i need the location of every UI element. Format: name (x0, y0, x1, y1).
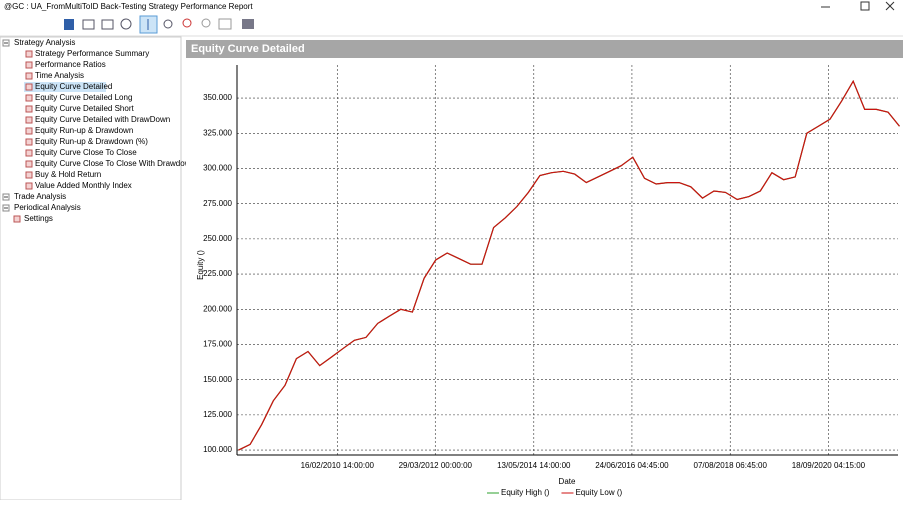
panel-header (186, 40, 903, 58)
export-button[interactable] (242, 19, 254, 29)
y-tick-label: 350.000 (203, 93, 232, 102)
window-controls[interactable] (821, 1, 895, 11)
tree-item: Trade Analysis (14, 192, 66, 201)
tree-item: Periodical Analysis (14, 203, 81, 212)
tree-item: Strategy Analysis (14, 38, 75, 47)
item-icon (25, 50, 33, 58)
y-tick-label: 325.000 (203, 128, 232, 137)
tree-item: Time Analysis (35, 71, 84, 80)
tree-selection (24, 82, 106, 92)
x-tick-label: 29/03/2012 00:00:00 (399, 461, 473, 470)
tree: Strategy Analysis Strategy Performance Su… (2, 38, 195, 223)
y-tick-label: 175.000 (203, 340, 232, 349)
tree-item: Buy & Hold Return (35, 170, 101, 179)
tree-item: Value Added Monthly Index (35, 181, 132, 190)
y-axis-label: Equity () (196, 250, 205, 280)
toolbar (64, 15, 254, 34)
tree-item: Equity Curve Detailed (35, 82, 112, 91)
item-icon (25, 72, 33, 80)
tree-item: Equity Run-up & Drawdown (%) (35, 137, 148, 146)
item-icon (25, 61, 33, 69)
tree-item: Equity Curve Close To Close With Drawdow… (35, 159, 195, 168)
x-axis-label: Date (559, 477, 576, 486)
tree-item: Equity Run-up & Drawdown (35, 126, 133, 135)
x-tick-label: 07/08/2018 06:45:00 (694, 461, 768, 470)
x-tick-label: 16/02/2010 14:00:00 (301, 461, 375, 470)
panel-title: Equity Curve Detailed (191, 43, 305, 55)
copy-button[interactable] (82, 19, 95, 30)
item-icon (25, 116, 33, 124)
y-tick-label: 125.000 (203, 410, 232, 419)
tree-item: Equity Curve Close To Close (35, 148, 137, 157)
window-title: @GC : UA_FromMultiToID Back-Testing Stra… (4, 2, 253, 11)
tree-panel (0, 36, 182, 501)
tree-item: Performance Ratios (35, 60, 106, 69)
item-icon (25, 94, 33, 102)
item-icon (13, 215, 21, 223)
item-icon (25, 160, 33, 168)
pan-button[interactable] (163, 19, 173, 29)
legend-label: Equity Low () (575, 488, 622, 497)
item-icon (25, 149, 33, 157)
y-tick-label: 300.000 (203, 164, 232, 173)
tree-item: Equity Curve Detailed Long (35, 93, 132, 102)
zoom-in-button[interactable] (182, 18, 192, 28)
y-tick-label: 275.000 (203, 199, 232, 208)
x-tick-label: 24/06/2016 04:45:00 (595, 461, 669, 470)
legend-label: Equity High () (501, 488, 550, 497)
fit-button[interactable] (218, 18, 232, 30)
tree-item: Settings (24, 214, 53, 223)
print-button[interactable] (101, 19, 114, 30)
y-tick-label: 100.000 (203, 445, 232, 454)
item-icon (25, 138, 33, 146)
y-tick-label: 250.000 (203, 234, 232, 243)
tree-item: Equity Curve Detailed with DrawDown (35, 115, 170, 124)
x-tick-label: 18/09/2020 04:15:00 (792, 461, 866, 470)
item-icon (25, 182, 33, 190)
equity-line (238, 79, 900, 451)
item-icon (25, 105, 33, 113)
settings-button[interactable] (120, 18, 132, 30)
y-tick-label: 200.000 (203, 304, 232, 313)
save-button[interactable] (64, 19, 74, 30)
x-tick-label: 13/05/2014 14:00:00 (497, 461, 571, 470)
item-icon (25, 127, 33, 135)
chart-area (186, 58, 903, 500)
tree-item: Equity Curve Detailed Short (35, 104, 134, 113)
item-icon (25, 171, 33, 179)
y-tick-label: 225.000 (203, 269, 232, 278)
zoom-out-button[interactable] (201, 18, 211, 28)
item-icon (25, 83, 33, 91)
y-tick-label: 150.000 (203, 375, 232, 384)
tree-item: Strategy Performance Summary (35, 49, 149, 58)
